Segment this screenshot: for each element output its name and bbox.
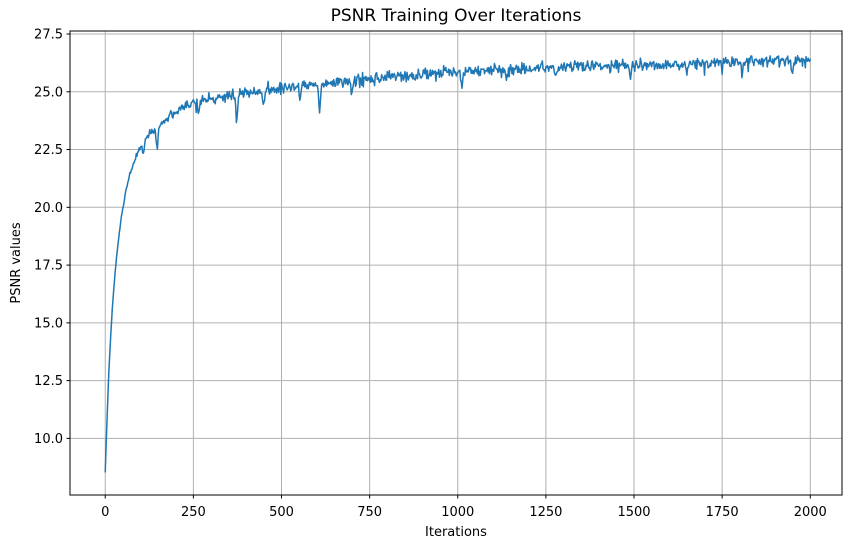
grid-layer [70,31,842,495]
plot-border [69,30,843,496]
psnr-line [104,55,812,473]
x-tick-label: 250 [181,505,206,520]
axes-layer [66,30,843,499]
x-tick-label: 750 [357,505,382,520]
y-tick-label: 25.0 [34,85,63,100]
x-tick-label: 2000 [794,505,827,520]
x-axis-label: Iterations [425,525,487,540]
data-layer [104,55,812,473]
x-tick-label: 0 [101,505,109,520]
x-tick-label: 1250 [529,505,562,520]
y-tick-label: 17.5 [34,259,63,274]
tick-label-layer: 0 250 500 750 1000 1250 1500 1750 2000 10.0 12.5 15… [34,28,827,520]
y-tick-label: 20.0 [34,201,63,216]
chart-title: PSNR Training Over Iterations [331,6,582,26]
y-axis-label: PSNR values [9,222,24,303]
x-tick-label: 1750 [706,505,739,520]
x-tick-label: 1000 [441,505,474,520]
x-tick-label: 1500 [617,505,650,520]
y-tick-label: 22.5 [34,143,63,158]
y-tick-label: 10.0 [34,432,63,447]
x-tick-label: 500 [269,505,294,520]
y-tick-label: 27.5 [34,28,63,43]
y-tick-label: 15.0 [34,316,63,331]
y-tick-label: 12.5 [34,374,63,389]
